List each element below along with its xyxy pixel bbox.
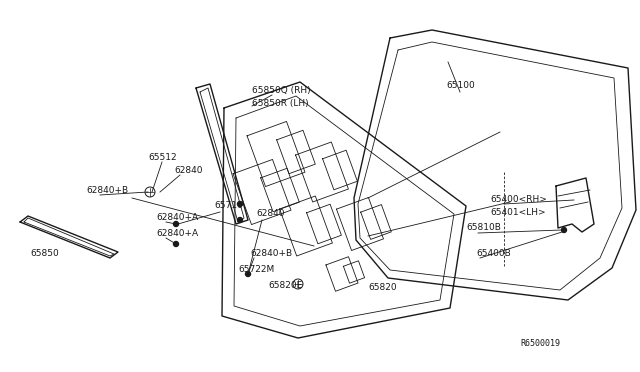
Text: 65850Q (RH): 65850Q (RH) xyxy=(252,86,310,95)
Circle shape xyxy=(237,202,243,206)
Text: 62840+B: 62840+B xyxy=(86,186,128,195)
Text: 65710: 65710 xyxy=(214,201,243,210)
Text: 62840+A: 62840+A xyxy=(156,229,198,238)
Text: 65100: 65100 xyxy=(446,81,475,90)
Text: 65400<RH>: 65400<RH> xyxy=(490,195,547,204)
Text: 62840+B: 62840+B xyxy=(250,249,292,258)
Text: 62840+A: 62840+A xyxy=(156,213,198,222)
Circle shape xyxy=(237,218,243,222)
Circle shape xyxy=(173,221,179,227)
Text: 65850: 65850 xyxy=(30,249,59,258)
Circle shape xyxy=(561,228,566,232)
Text: 65810B: 65810B xyxy=(466,223,501,232)
Text: R6500019: R6500019 xyxy=(520,339,560,348)
Text: 65512: 65512 xyxy=(148,153,177,162)
Text: 65820: 65820 xyxy=(368,283,397,292)
Circle shape xyxy=(173,241,179,247)
Text: 65400B: 65400B xyxy=(476,249,511,258)
Circle shape xyxy=(246,272,250,276)
Text: 65850R (LH): 65850R (LH) xyxy=(252,99,308,108)
Text: 65722M: 65722M xyxy=(238,265,275,274)
Text: 65401<LH>: 65401<LH> xyxy=(490,208,546,217)
Text: 62840: 62840 xyxy=(256,209,285,218)
Text: 62840: 62840 xyxy=(174,166,202,175)
Text: 65820E: 65820E xyxy=(268,281,302,290)
